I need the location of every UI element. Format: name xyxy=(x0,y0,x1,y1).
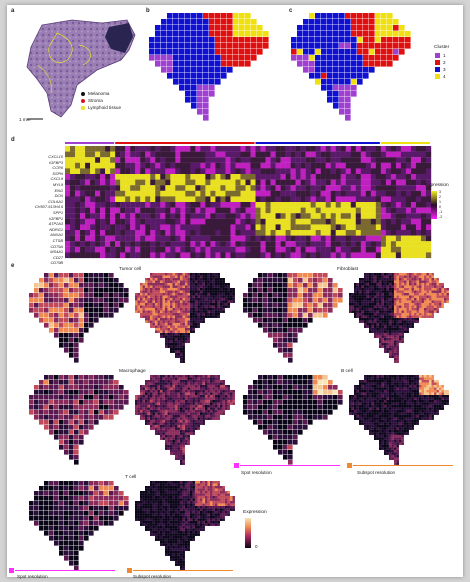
panel-label-b: b xyxy=(146,8,150,14)
cluster-legend-3: 3 xyxy=(435,67,446,72)
subspot-resolution-label-lower: Subspot resolution xyxy=(133,574,172,579)
gene-label: COL6A1 xyxy=(48,198,63,204)
melanoma-swatch xyxy=(81,91,85,96)
cluster-map-spot xyxy=(149,13,269,121)
colorbar-tick: -1 xyxy=(439,210,443,214)
gene-label: CXCL9 xyxy=(50,176,63,182)
legend-melanoma: Melanoma xyxy=(81,91,109,96)
panel-label-e: e xyxy=(11,263,15,269)
gene-label: CD79B xyxy=(50,260,63,266)
colorbar-tick: 2 xyxy=(439,195,441,199)
gene-label: CCR6 xyxy=(52,165,63,171)
heatmap-gene-labels: CXCL10 IGFBP3 CCR6 SSPN CXCL9 MYL9 ENG D… xyxy=(25,154,63,266)
stroma-swatch xyxy=(81,98,85,103)
title-fibroblast: Fibroblast xyxy=(337,267,359,272)
fibroblast-spot-map xyxy=(243,273,343,363)
gene-label: MYL9 xyxy=(52,181,63,187)
gene-label: CXCL10 xyxy=(48,154,63,159)
lymphoid-swatch xyxy=(81,105,85,110)
cluster-legend-1: 1 xyxy=(435,53,446,58)
gene-label: CH507-513H4.5 xyxy=(34,204,63,210)
he-tissue-image xyxy=(26,19,136,120)
colorbar-tick: -2 xyxy=(439,215,443,219)
colorbar-tick: 1 xyxy=(439,200,441,204)
cluster-legend-2: 2 xyxy=(435,60,446,65)
gene-label: IGFBP1 xyxy=(49,215,63,221)
colorbar-tick: 0 xyxy=(439,205,441,209)
gene-label: NDRG1 xyxy=(49,226,63,232)
fibroblast-subspot-map xyxy=(349,273,449,363)
tumor-cell-subspot-map xyxy=(135,273,235,363)
gene-label: SPP1 xyxy=(53,209,63,215)
gene-label: CD27 xyxy=(53,254,63,260)
spot-resolution-bar xyxy=(240,465,340,467)
subspot-resolution-bar-lower xyxy=(133,570,233,572)
tumor-cell-spot-map xyxy=(29,273,129,363)
panel-label-c: c xyxy=(289,8,293,14)
spot-resolution-label-lower: Spot resolution xyxy=(17,574,48,579)
title-tumor-cell: Tumor cell xyxy=(119,267,142,272)
expression-colorbar-title: Expression xyxy=(243,510,267,515)
subspot-resolution-marker xyxy=(347,463,352,468)
gene-label: ANXA1 xyxy=(50,232,63,238)
gene-label: ENG xyxy=(54,187,63,193)
title-b-cell: B cell xyxy=(341,369,353,374)
gene-label: ATP2A3 xyxy=(48,221,63,227)
spot-resolution-marker xyxy=(234,463,239,468)
b-cell-spot-map xyxy=(243,375,343,465)
legend-stroma: Stroma xyxy=(81,98,103,103)
gene-label: CD79A xyxy=(50,243,63,249)
heatmap-colorbar-title: Expression xyxy=(425,183,449,188)
b-cell-subspot-map xyxy=(349,375,449,465)
figure-page: a b c d e 1 mm Melanoma Stroma Lymphoid … xyxy=(7,5,463,579)
panel-label-a: a xyxy=(11,8,15,14)
expression-colorbar-min: 0 xyxy=(255,544,258,549)
title-macrophage: Macrophage xyxy=(119,369,146,374)
expression-heatmap xyxy=(65,142,432,259)
t-cell-subspot-map xyxy=(135,481,235,571)
gene-label: MS4A1 xyxy=(50,249,63,255)
subspot-resolution-bar xyxy=(353,465,453,467)
subspot-resolution-label: Subspot resolution xyxy=(357,470,396,475)
expression-colorbar xyxy=(245,518,251,548)
cluster-4-swatch xyxy=(435,74,440,79)
cluster-3-swatch xyxy=(435,67,440,72)
spot-resolution-bar-lower xyxy=(15,570,115,572)
spot-resolution-label: Spot resolution xyxy=(241,470,272,475)
macrophage-subspot-map xyxy=(135,375,235,465)
cluster-map-subspot xyxy=(291,13,411,121)
macrophage-spot-map xyxy=(29,375,129,465)
t-cell-spot-map xyxy=(29,481,129,571)
spot-resolution-marker-lower xyxy=(9,568,14,573)
gene-label: DCN xyxy=(54,193,63,199)
legend-lymphoid: Lymphoid tissue xyxy=(81,105,121,110)
colorbar-tick: 3 xyxy=(439,190,441,194)
heatmap-colorbar xyxy=(431,191,437,219)
title-t-cell: T cell xyxy=(125,475,137,480)
cluster-legend-title: Cluster xyxy=(434,45,450,50)
gene-label: CTSB xyxy=(52,237,63,243)
scale-bar-label: 1 mm xyxy=(19,117,31,122)
subspot-resolution-marker-lower xyxy=(127,568,132,573)
cluster-legend-4: 4 xyxy=(435,74,446,79)
cluster-1-swatch xyxy=(435,53,440,58)
panel-label-d: d xyxy=(11,137,15,143)
gene-label: IGFBP3 xyxy=(49,159,63,165)
gene-label: SSPN xyxy=(52,170,63,176)
cluster-2-swatch xyxy=(435,60,440,65)
